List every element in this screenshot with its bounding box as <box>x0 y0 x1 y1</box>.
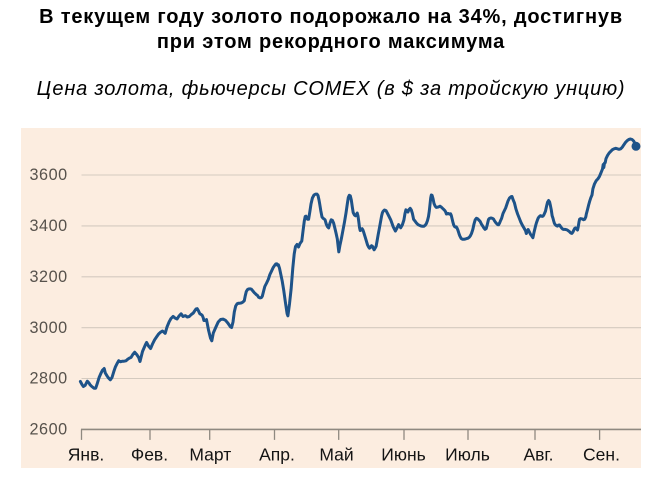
svg-text:2800: 2800 <box>29 370 67 388</box>
svg-text:2600: 2600 <box>29 421 67 439</box>
svg-text:Май: Май <box>319 445 353 465</box>
svg-text:Март: Март <box>189 445 231 465</box>
svg-text:Сен.: Сен. <box>583 445 620 465</box>
svg-text:3600: 3600 <box>29 166 67 184</box>
svg-text:Июль: Июль <box>445 445 490 465</box>
svg-text:3200: 3200 <box>29 268 67 286</box>
svg-text:Апр.: Апр. <box>259 445 295 465</box>
svg-text:3000: 3000 <box>29 319 67 337</box>
svg-text:Фев.: Фев. <box>131 445 168 465</box>
svg-text:Авг.: Авг. <box>523 445 553 465</box>
svg-text:3400: 3400 <box>29 217 67 235</box>
svg-text:Июнь: Июнь <box>381 445 426 465</box>
svg-text:Янв.: Янв. <box>68 445 104 465</box>
